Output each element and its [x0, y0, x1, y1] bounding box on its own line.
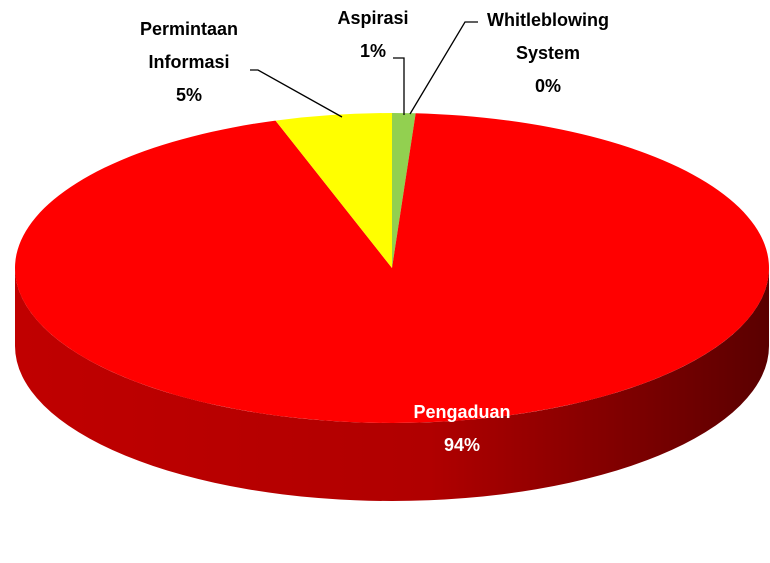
- category-label: Whitleblowing System: [487, 10, 609, 63]
- leader-line: [409, 21, 478, 115]
- slice-label: Aspirasi 1%: [318, 2, 428, 68]
- value-label: 94%: [443, 435, 481, 455]
- slice: [392, 113, 416, 268]
- slice: [275, 113, 392, 268]
- value-label: 0%: [534, 76, 561, 96]
- leader-line: [250, 69, 343, 118]
- slice-label: Pengaduan 94%: [392, 396, 532, 462]
- category-label: Pengaduan: [413, 402, 511, 422]
- value-label: 5%: [175, 85, 202, 105]
- value-label: 1%: [359, 41, 386, 61]
- category-label: Permintaan Informasi: [139, 19, 239, 72]
- leader-line: [393, 57, 405, 115]
- category-label: Aspirasi: [337, 8, 409, 28]
- slice-label: Permintaan Informasi 5%: [118, 13, 260, 112]
- slice: [14, 113, 769, 423]
- slice-label: Whitleblowing System 0%: [483, 4, 613, 103]
- slice-side: [15, 268, 769, 501]
